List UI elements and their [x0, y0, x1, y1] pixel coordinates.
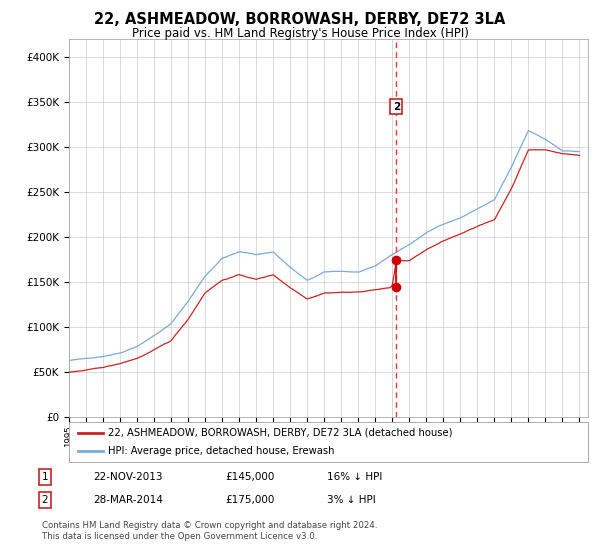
Text: 22-NOV-2013: 22-NOV-2013	[93, 472, 163, 482]
Text: This data is licensed under the Open Government Licence v3.0.: This data is licensed under the Open Gov…	[42, 532, 317, 541]
Text: 22, ASHMEADOW, BORROWASH, DERBY, DE72 3LA: 22, ASHMEADOW, BORROWASH, DERBY, DE72 3L…	[94, 12, 506, 27]
Text: 16% ↓ HPI: 16% ↓ HPI	[327, 472, 382, 482]
Text: HPI: Average price, detached house, Erewash: HPI: Average price, detached house, Erew…	[108, 446, 334, 456]
Text: 28-MAR-2014: 28-MAR-2014	[93, 495, 163, 505]
Text: £145,000: £145,000	[225, 472, 274, 482]
Text: 2: 2	[41, 495, 49, 505]
Text: Price paid vs. HM Land Registry's House Price Index (HPI): Price paid vs. HM Land Registry's House …	[131, 27, 469, 40]
Text: 3% ↓ HPI: 3% ↓ HPI	[327, 495, 376, 505]
Text: £175,000: £175,000	[225, 495, 274, 505]
Text: Contains HM Land Registry data © Crown copyright and database right 2024.: Contains HM Land Registry data © Crown c…	[42, 521, 377, 530]
Text: 2: 2	[393, 102, 400, 111]
Text: 22, ASHMEADOW, BORROWASH, DERBY, DE72 3LA (detached house): 22, ASHMEADOW, BORROWASH, DERBY, DE72 3L…	[108, 428, 452, 437]
Text: 1: 1	[41, 472, 49, 482]
